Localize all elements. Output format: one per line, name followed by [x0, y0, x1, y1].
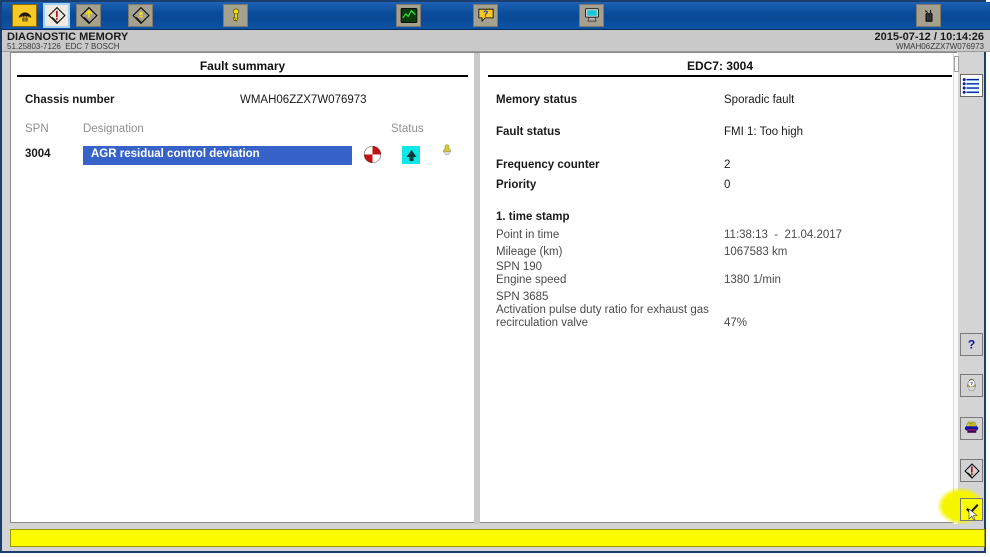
svg-text:?: ?: [482, 9, 487, 19]
svg-text:?: ?: [970, 381, 973, 387]
svg-text:?: ?: [968, 338, 975, 352]
